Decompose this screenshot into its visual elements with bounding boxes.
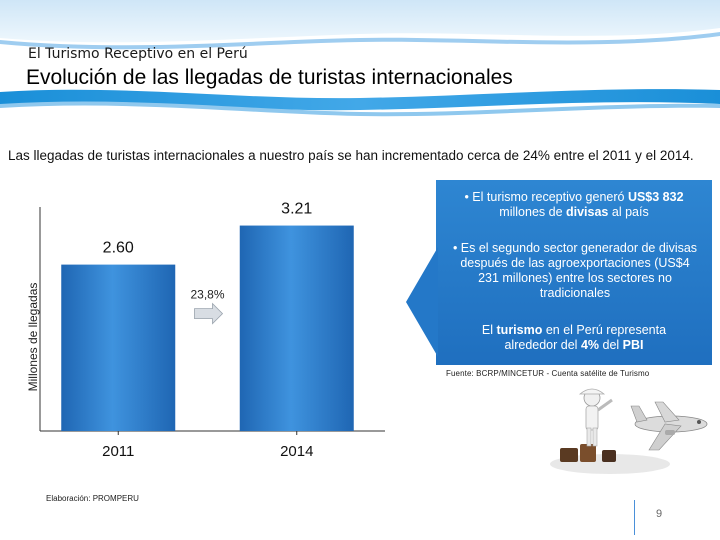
y-axis-label: Millones de llegadas (26, 283, 40, 392)
panel-bullet-pbi: El turismo en el Perú representa alreded… (454, 323, 694, 353)
bullet3-mid2: del (599, 338, 623, 352)
source-note: Fuente: BCRP/MINCETUR - Cuenta satélite … (446, 369, 650, 378)
growth-arrow (194, 302, 224, 325)
bullet3-mid: en el Perú representa alrededor del (504, 323, 667, 352)
growth-label: 23,8% (190, 288, 224, 302)
bullet3-percent: 4% (580, 338, 600, 352)
page-number: 9 (656, 508, 663, 520)
bar-chart: Millones de llegadas 2.60 2011 3.21 2014 23… (0, 185, 400, 470)
bullet1-pre: • El turismo receptivo generó (464, 190, 628, 204)
info-panel: • El turismo receptivo generó US$3 832 m… (436, 180, 712, 365)
category-label-2014: 2014 (280, 443, 313, 460)
bullet3-pre: El (481, 323, 497, 337)
panel-bullet-second-sector: • Es el segundo sector generador de divi… (452, 241, 698, 300)
wave-decoration (0, 0, 720, 120)
bar-2011 (61, 264, 176, 431)
prepared-by-note: Elaboración: PROMPERU (46, 494, 139, 503)
category-label-2011: 2011 (102, 443, 134, 460)
bullet1-mid: millones de (499, 205, 566, 219)
tourism-illustration (540, 378, 712, 478)
bar-2014 (239, 225, 354, 431)
bullet3-pbi: PBI (622, 338, 644, 352)
intro-text: Las llegadas de turistas internacionales… (8, 148, 694, 163)
page-number-divider (634, 500, 635, 535)
value-label-2014: 3.21 (281, 201, 312, 218)
page-title: Evolución de las llegadas de turistas in… (26, 66, 513, 89)
traveler-airplane-image (550, 388, 708, 474)
value-label-2011: 2.60 (103, 240, 134, 257)
bullet3-turismo: turismo (496, 323, 543, 337)
section-kicker: El Turismo Receptivo en el Perú (28, 46, 248, 62)
panel-bullet-revenue: • El turismo receptivo generó US$3 832 m… (446, 190, 702, 220)
bar-chart-svg: Millones de llegadas 2.60 2011 3.21 2014 23… (26, 201, 385, 460)
bullet1-post: al país (608, 205, 649, 219)
bullet1-divisas: divisas (566, 205, 609, 219)
header-banner (0, 0, 720, 120)
callout-arrow (406, 247, 438, 357)
bullet1-amount: US$3 832 (627, 190, 684, 204)
